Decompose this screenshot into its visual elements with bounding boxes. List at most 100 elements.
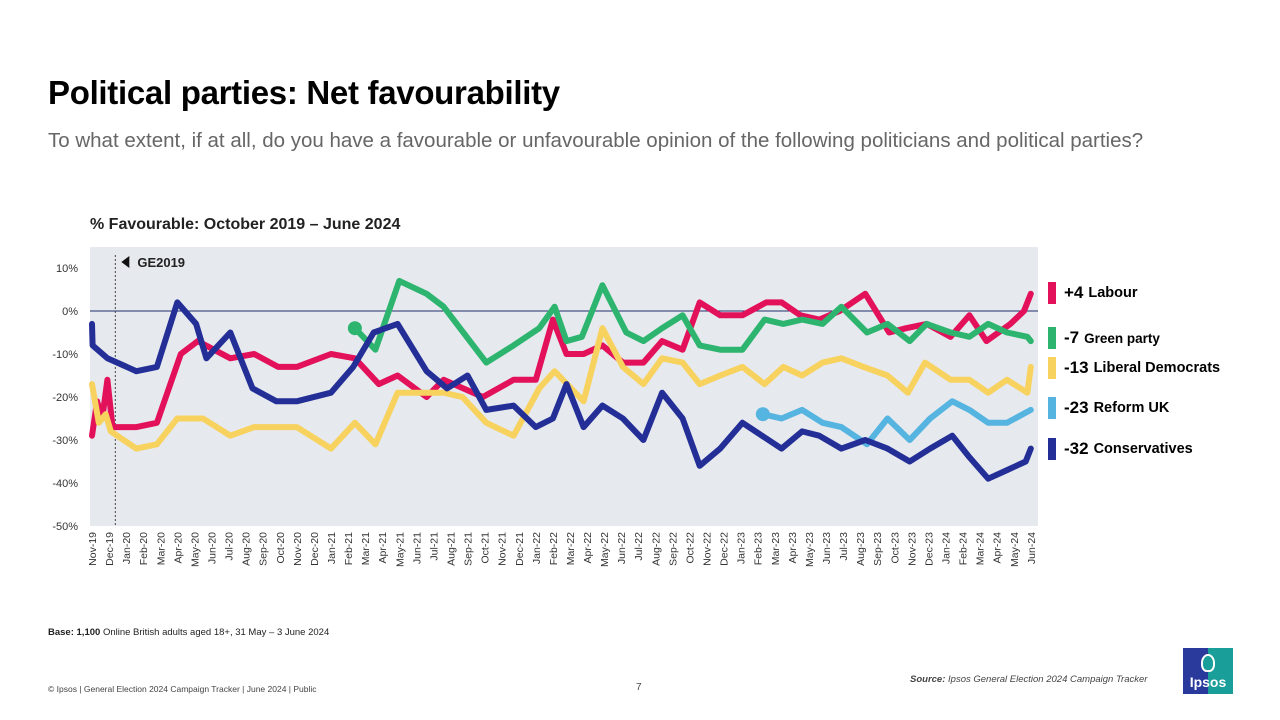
series-start-marker-green-party — [347, 321, 362, 336]
legend-label: Labour — [1088, 285, 1138, 301]
y-tick-label: -50% — [52, 521, 78, 533]
x-tick-label: Jun-23 — [821, 532, 833, 564]
x-tick-label: Nov-19 — [87, 532, 99, 566]
slide-subtitle: To what extent, if at all, do you have a… — [48, 129, 1144, 152]
x-tick-label: May-24 — [1009, 532, 1021, 567]
x-tick-label: Jun-21 — [411, 532, 423, 564]
x-tick-label: Mar-23 — [770, 532, 782, 565]
x-tick-label: Jan-24 — [941, 532, 953, 564]
legend-swatch — [1048, 282, 1056, 304]
x-tick-label: Sep-23 — [872, 532, 884, 566]
legend-swatch — [1048, 397, 1056, 419]
x-tick-label: Jul-21 — [428, 532, 440, 561]
x-tick-label: May-20 — [189, 532, 201, 567]
x-tick-label: Jun-24 — [1026, 532, 1038, 564]
series-line-conservatives — [89, 299, 1034, 482]
y-tick-label: -40% — [52, 478, 78, 490]
x-tick-label: Jan-22 — [531, 532, 543, 564]
legend-item-green: -7 Green party — [1048, 327, 1160, 349]
x-tick-label: Nov-21 — [497, 532, 509, 566]
x-tick-label: Jan-21 — [326, 532, 338, 564]
legend-swatch — [1048, 357, 1056, 379]
base-count: 1,100 — [76, 627, 101, 638]
x-tick-label: Aug-22 — [650, 532, 662, 566]
page-number: 7 — [636, 682, 642, 693]
x-tick-label: Aug-20 — [241, 532, 253, 566]
chart-title: % Favourable: October 2019 – June 2024 — [90, 216, 401, 233]
y-tick-label: -20% — [52, 392, 78, 404]
x-tick-label: Oct-20 — [275, 532, 287, 564]
x-tick-label: May-21 — [394, 532, 406, 567]
legend-swatch — [1048, 438, 1056, 460]
y-tick-label: -10% — [52, 349, 78, 361]
x-tick-label: Apr-23 — [787, 532, 799, 564]
x-tick-label: Mar-22 — [565, 532, 577, 565]
x-tick-label: Feb-24 — [958, 532, 970, 565]
logo-text: Ipsos — [1189, 674, 1227, 690]
legend-value: -13 — [1064, 358, 1089, 377]
y-tick-label: 10% — [56, 263, 78, 275]
x-tick-label: Aug-23 — [855, 532, 867, 566]
y-tick-label: -30% — [52, 435, 78, 447]
base-label: Base: — [48, 627, 74, 638]
triangle-left-icon — [121, 256, 130, 268]
x-tick-label: Sep-20 — [258, 532, 270, 566]
legend-item-libdem: -13 Liberal Democrats — [1048, 357, 1220, 379]
legend-label: Conservatives — [1093, 441, 1193, 457]
x-tick-label: Jun-22 — [616, 532, 628, 564]
legend-label: Reform UK — [1093, 400, 1170, 416]
source-text: Ipsos General Election 2024 Campaign Tra… — [948, 674, 1148, 685]
legend-value: -7 — [1064, 328, 1080, 347]
x-tick-label: Feb-22 — [548, 532, 560, 565]
ipsos-logo: Ipsos — [1183, 648, 1233, 694]
base-text: Online British adults aged 18+, 31 May –… — [102, 627, 330, 638]
x-tick-label: Apr-22 — [582, 532, 594, 564]
ge2019-annotation: GE2019 — [137, 255, 185, 270]
y-tick-label: 0% — [62, 306, 78, 318]
x-tick-label: May-22 — [599, 532, 611, 567]
legend-item-reform: -23 Reform UK — [1048, 397, 1169, 419]
series-line-reform-uk — [759, 398, 1034, 448]
x-tick-label: Dec-22 — [719, 532, 731, 566]
series-line-green-party — [351, 277, 1034, 366]
legend-label: Liberal Democrats — [1093, 360, 1221, 376]
x-tick-label: Mar-20 — [155, 532, 167, 565]
legend-swatch — [1048, 327, 1056, 349]
x-tick-label: Aug-21 — [445, 532, 457, 566]
x-tick-label: Nov-20 — [292, 532, 304, 566]
series-start-marker-reform-uk — [755, 407, 770, 422]
x-tick-label: Apr-24 — [992, 532, 1004, 564]
legend-item-conservatives: -32 Conservatives — [1048, 438, 1193, 460]
source-label: Source: — [910, 674, 946, 685]
series-line-liberal-democrats — [89, 325, 1034, 452]
x-tick-label: Dec-23 — [923, 532, 935, 566]
x-tick-label: Jul-22 — [633, 532, 645, 561]
legend-item-labour: +4 Labour — [1048, 282, 1138, 304]
x-tick-label: Jul-23 — [838, 532, 850, 561]
slide-title: Political parties: Net favourability — [48, 74, 560, 111]
x-tick-label: Mar-21 — [360, 532, 372, 565]
x-tick-label: Apr-21 — [377, 532, 389, 564]
logo-head-icon — [1201, 654, 1215, 672]
x-tick-label: Oct-21 — [480, 532, 492, 564]
legend-value: -32 — [1064, 439, 1089, 458]
x-tick-label: Nov-22 — [702, 532, 714, 566]
x-tick-label: Jul-20 — [224, 532, 236, 561]
legend-label: Green party — [1084, 330, 1160, 346]
x-tick-label: Oct-23 — [889, 532, 901, 564]
source-note: Source: Ipsos General Election 2024 Camp… — [910, 674, 1147, 685]
x-tick-label: Mar-24 — [975, 532, 987, 565]
x-tick-label: Apr-20 — [172, 532, 184, 564]
x-tick-label: Dec-21 — [514, 532, 526, 566]
x-tick-label: Dec-19 — [104, 532, 116, 566]
legend-value: +4 — [1064, 283, 1084, 302]
x-tick-label: Dec-20 — [309, 532, 321, 566]
base-note: Base: 1,100 Online British adults aged 1… — [48, 627, 329, 638]
x-tick-label: Jan-23 — [736, 532, 748, 564]
x-tick-label: Feb-21 — [343, 532, 355, 565]
x-tick-label: Oct-22 — [684, 532, 696, 564]
x-tick-label: Sep-22 — [667, 532, 679, 566]
x-tick-label: Jan-20 — [121, 532, 133, 564]
x-tick-label: Sep-21 — [463, 532, 475, 566]
